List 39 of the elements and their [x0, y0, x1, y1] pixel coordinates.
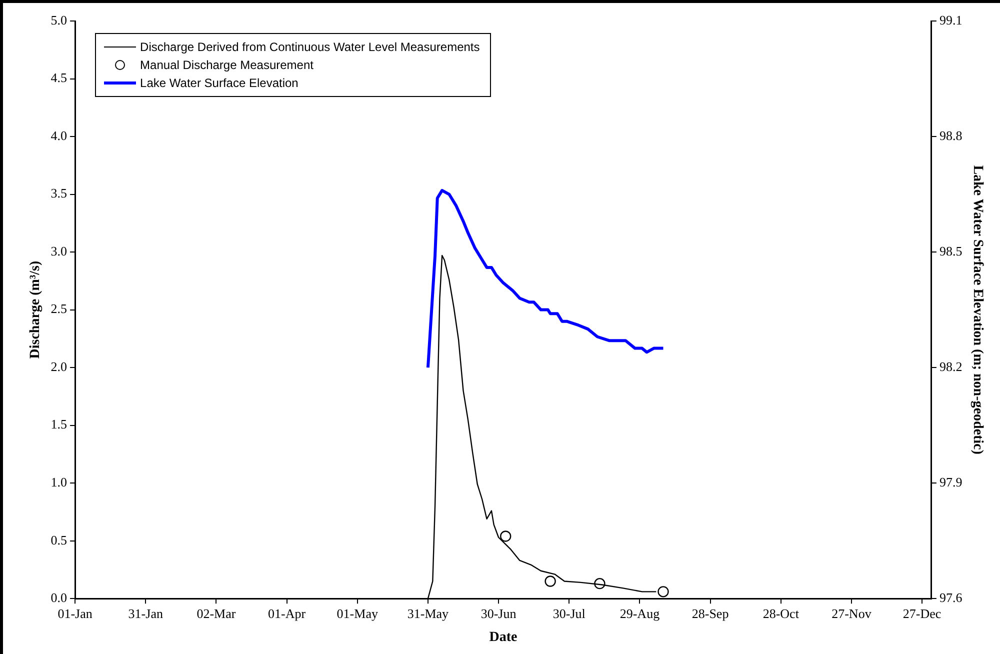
x-tick-label: 01-Apr — [268, 606, 306, 621]
x-tick-label: 01-May — [336, 606, 378, 621]
x-tick-label: 31-May — [407, 606, 450, 621]
point — [658, 586, 669, 598]
point — [544, 576, 556, 587]
y-tick-label: 1.0 — [50, 474, 68, 490]
x-tick-label: 27-Nov — [832, 606, 872, 621]
x-tick-label: 01-Jan — [58, 606, 93, 621]
x-tick-label: 27-Dec — [902, 606, 942, 621]
x-tick-label: 30-Jun — [480, 606, 517, 621]
x-tick-label: 28-Oct — [762, 606, 800, 621]
y-tick-label: 3.5 — [50, 186, 68, 201]
y2-tick-label: 97.9 — [939, 474, 962, 490]
y-tick-label: 0.0 — [50, 590, 68, 606]
legend-label: Lake Water Surface Elevation — [140, 76, 298, 90]
y-tick-label: 4.0 — [50, 128, 68, 143]
y-tick-label: 4.5 — [50, 70, 68, 86]
y-tick-label: 2.0 — [50, 358, 68, 374]
x-tick-label: 29-Aug — [620, 606, 660, 621]
y2-tick-label: 98.5 — [939, 243, 962, 258]
point — [500, 530, 512, 542]
legend-label: Manual Discharge Measurement — [140, 58, 314, 72]
x-tick-label: 28-Sep — [692, 606, 729, 621]
legend-label: Discharge Derived from Continuous Water Level Measurements — [140, 40, 480, 54]
x-tick-label: 30-Jul — [552, 606, 586, 621]
y2-tick-label: 98.8 — [939, 128, 962, 143]
y-tick-label: 1.5 — [50, 416, 68, 432]
y2-tick-label: 97.6 — [939, 590, 963, 606]
y-axis-title: Discharge (m³/s) — [28, 260, 44, 359]
y-tick-label: 0.5 — [50, 532, 68, 548]
y2-tick-label: 98.2 — [939, 358, 962, 374]
y2-axis-title: Lake Water Surface Elevation (m; non-geodetic) — [970, 165, 985, 455]
x-tick-label: 31-Jan — [128, 606, 164, 621]
x-axis-title: Date — [489, 630, 518, 646]
y2-tick-label: 99.1 — [939, 12, 962, 28]
x-tick-label: 02-Mar — [196, 606, 236, 621]
y-tick-label: 3.0 — [50, 243, 68, 258]
y-tick-label: 2.5 — [50, 301, 68, 316]
y-tick-label: 5.0 — [50, 12, 68, 28]
